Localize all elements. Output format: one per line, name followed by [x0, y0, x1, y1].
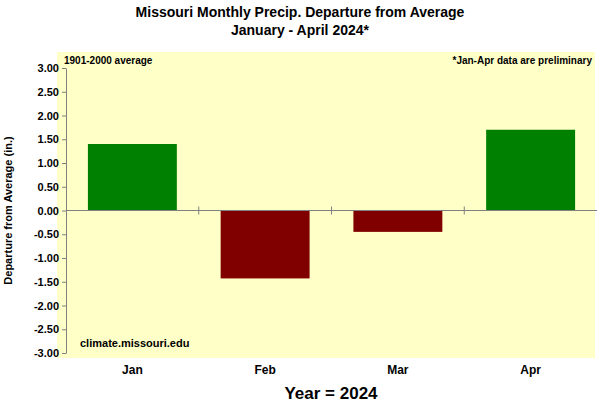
y-tick-mark: [62, 211, 66, 212]
x-tick: Jan: [122, 363, 143, 377]
y-tick-label: 1.50: [38, 133, 59, 145]
bar: [486, 130, 575, 211]
y-tick-mark: [62, 116, 66, 117]
y-tick-mark: [62, 139, 66, 140]
y-tick-mark: [62, 163, 66, 164]
x-axis: Jan Feb Mar Apr: [122, 363, 541, 377]
plot-background: [57, 52, 595, 358]
y-tick: -2.00: [34, 300, 66, 312]
y-tick-label: -3.00: [34, 347, 59, 359]
category-divider: [464, 207, 465, 215]
y-tick-label: -2.00: [34, 300, 59, 312]
y-tick-mark: [62, 258, 66, 259]
y-tick: 3.00: [38, 62, 66, 74]
y-tick: 0.50: [38, 181, 66, 193]
y-tick-mark: [62, 353, 66, 354]
chart: -3.00 -2.50 -2.00 -1.50 -1.00 -0.50 0.00 0.50 1.…: [0, 0, 600, 405]
y-tick-label: 2.50: [38, 86, 59, 98]
y-axis: -3.00 -2.50 -2.00 -1.50 -1.00 -0.50 0.00 0.50 1.…: [34, 62, 67, 359]
y-tick: -2.50: [34, 323, 66, 335]
x-tick: Apr: [520, 363, 541, 377]
y-tick-label: 0.50: [38, 181, 59, 193]
y-tick-mark: [62, 234, 66, 235]
x-tick: Mar: [387, 363, 409, 377]
bar: [353, 211, 442, 232]
annotation: climate.missouri.edu: [80, 337, 189, 349]
y-tick-mark: [62, 187, 66, 188]
bar: [88, 144, 177, 211]
y-tick: 1.50: [38, 133, 66, 145]
y-tick-label: 2.00: [38, 110, 59, 122]
y-tick-mark: [62, 92, 66, 93]
y-tick-label: -1.50: [34, 276, 59, 288]
y-tick: -1.00: [34, 252, 66, 264]
title: Missouri Monthly Precip. Departure from …: [136, 4, 465, 20]
x-tick: Feb: [254, 363, 275, 377]
x-tick-label: Mar: [387, 363, 409, 377]
y-tick-label: 1.00: [38, 157, 59, 169]
category-divider: [331, 207, 332, 215]
bars: [88, 130, 575, 279]
x-tick-label: Feb: [254, 363, 275, 377]
y-tick: -1.50: [34, 276, 66, 288]
annotation: *Jan-Apr data are preliminary: [453, 55, 593, 66]
y-tick: 1.00: [38, 157, 66, 169]
y-tick-label: -0.50: [34, 228, 59, 240]
y-tick: 2.50: [38, 86, 66, 98]
y-tick: 0.00: [38, 205, 66, 217]
annotation: 1901-2000 average: [64, 55, 153, 66]
y-tick-mark: [62, 306, 66, 307]
y-tick: -3.00: [34, 347, 66, 359]
subtitle: January - April 2024*: [231, 22, 370, 38]
x-axis-title: Year = 2024: [284, 384, 378, 403]
y-tick: -0.50: [34, 228, 66, 240]
category-divider: [198, 207, 199, 215]
y-tick-label: 0.00: [38, 205, 59, 217]
x-tick-label: Apr: [520, 363, 541, 377]
x-tick-label: Jan: [122, 363, 143, 377]
y-tick: 2.00: [38, 110, 66, 122]
y-tick-mark: [62, 282, 66, 283]
y-tick-label: -1.00: [34, 252, 59, 264]
y-tick-mark: [62, 329, 66, 330]
y-tick-mark: [62, 68, 66, 69]
y-axis-title: Departure from Average (in.): [2, 136, 14, 285]
bar: [221, 211, 310, 279]
y-tick-label: -2.50: [34, 323, 59, 335]
y-tick-label: 3.00: [38, 62, 59, 74]
